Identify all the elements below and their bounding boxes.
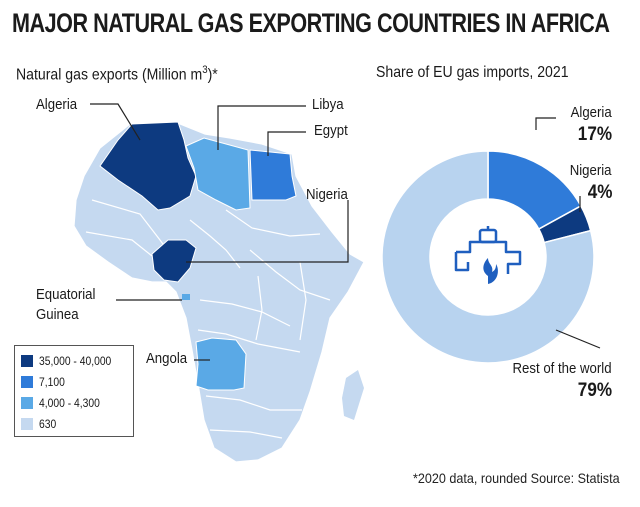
legend-swatch bbox=[21, 376, 33, 388]
country-borders bbox=[85, 199, 331, 439]
egypt-region bbox=[249, 149, 297, 201]
legend-label: 630 bbox=[39, 417, 57, 431]
leader-lines bbox=[90, 103, 349, 361]
map-subtitle-suffix: )* bbox=[207, 66, 218, 84]
algeria-region bbox=[99, 121, 197, 211]
label-equatorial-guinea-line1: Equatorial bbox=[36, 286, 96, 303]
map-legend: 35,000 - 40,000 7,100 4,000 - 4,300 630 bbox=[14, 345, 134, 437]
infographic-title: MAJOR NATURAL GAS EXPORTING COUNTRIES IN… bbox=[12, 8, 610, 38]
donut-value-rest-of-world: 79% bbox=[577, 380, 612, 401]
gas-pipeline-icon bbox=[454, 226, 522, 274]
africa-base-shape bbox=[73, 121, 365, 463]
flame-icon bbox=[483, 258, 498, 284]
nigeria-region bbox=[151, 239, 197, 283]
donut-value-nigeria: 4% bbox=[587, 182, 612, 203]
donut-leader-lines bbox=[535, 117, 601, 349]
legend-label: 35,000 - 40,000 bbox=[39, 354, 112, 368]
legend-item: 7,100 bbox=[21, 373, 69, 391]
label-angola: Angola bbox=[146, 350, 188, 367]
donut-label-algeria: Algeria bbox=[570, 104, 612, 121]
map-subtitle: Natural gas exports (Million m3)* bbox=[16, 64, 218, 84]
donut-value-algeria: 17% bbox=[577, 124, 612, 145]
legend-item: 630 bbox=[21, 415, 59, 433]
donut-hole bbox=[430, 199, 546, 315]
legend-item: 35,000 - 40,000 bbox=[21, 352, 123, 370]
equatorial-guinea-region bbox=[182, 294, 190, 300]
libya-region bbox=[185, 137, 251, 211]
label-nigeria: Nigeria bbox=[306, 186, 348, 203]
donut-label-rest-of-world: Rest of the world bbox=[512, 360, 612, 377]
label-egypt: Egypt bbox=[314, 122, 348, 139]
map-subtitle-text: Natural gas exports (Million m bbox=[16, 66, 203, 84]
legend-swatch bbox=[21, 397, 33, 409]
legend-swatch bbox=[21, 418, 33, 430]
legend-label: 4,000 - 4,300 bbox=[39, 396, 100, 410]
donut-title: Share of EU gas imports, 2021 bbox=[376, 64, 569, 81]
angola-region bbox=[195, 337, 247, 391]
madagascar-shape bbox=[342, 370, 364, 420]
label-algeria: Algeria bbox=[36, 96, 78, 113]
label-libya: Libya bbox=[312, 96, 344, 113]
legend-item: 4,000 - 4,300 bbox=[21, 394, 110, 412]
legend-swatch bbox=[21, 355, 33, 367]
label-equatorial-guinea-line2: Guinea bbox=[36, 306, 79, 323]
donut-label-nigeria: Nigeria bbox=[570, 162, 612, 179]
legend-label: 7,100 bbox=[39, 375, 65, 389]
map-subtitle-superscript: 3 bbox=[202, 64, 208, 76]
footnote-source: *2020 data, rounded Source: Statista bbox=[413, 470, 620, 486]
